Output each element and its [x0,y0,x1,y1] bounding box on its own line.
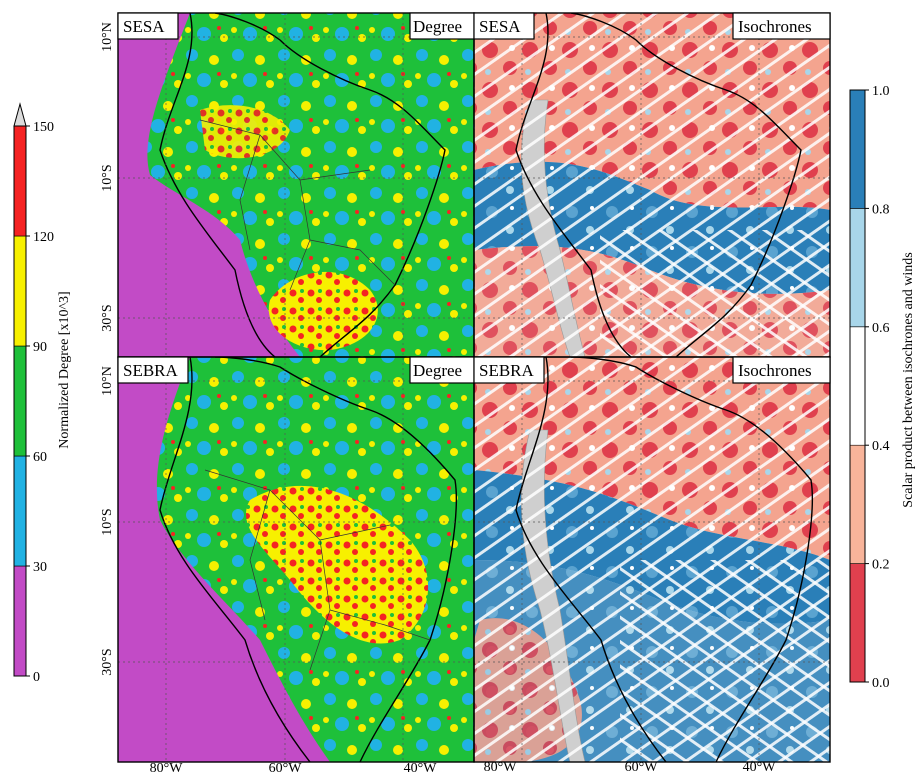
right-colorbar-swatch [849,326,866,446]
country-borders [199,119,396,291]
lon-label: 80°W [150,761,184,772]
degree-hotspot [245,485,429,644]
right-colorbar-tick-label: 1.0 [872,84,890,99]
lat-label: 10°S [100,508,115,535]
coastline [515,13,802,357]
panel-title-sesa-isochrones: SESA Isochrones [473,12,831,40]
country-borders [204,469,431,671]
panel-measure-label: Degree [413,17,462,36]
panel-region-label: SESA [123,17,165,36]
lon-label: 80°W [484,760,518,772]
left-colorbar-tick-label: 30 [33,560,47,575]
degree-field [147,13,474,357]
right-colorbar-tick-label: 0.2 [872,558,890,573]
coastline [159,13,446,357]
left-colorbar-label: Normalized Degree [x10^3] [57,291,72,448]
lat-label: 10°N [100,22,115,52]
panel-title-sesa-degree: SESA Degree [117,12,475,40]
left-colorbar-swatch [13,345,27,457]
lat-label: 30°S [100,648,115,675]
left-colorbar-tick-label: 60 [33,450,47,465]
lat-label: 10°S [100,164,115,191]
latitude-labels: 10°N 10°S 30°S 10°N 10°S 30°S [100,22,115,676]
panel-region-label: SESA [479,17,521,36]
right-colorbar-tick-label: 0.0 [872,676,890,691]
right-colorbar-swatch [849,563,866,683]
right-colorbar-swatch [849,444,866,564]
left-colorbar-swatch [13,235,27,347]
right-colorbar-label: Scalar product between isochrones and wi… [901,252,916,507]
right-colorbar-tick-label: 0.8 [872,202,890,217]
right-colorbar-frame [849,89,866,683]
right-colorbar-tick-label: 0.4 [872,439,890,454]
lon-label: 40°W [743,760,777,772]
coastline [515,357,813,762]
lat-label: 30°S [100,304,115,331]
lon-label: 60°W [625,760,659,772]
coastline [159,357,457,762]
panel-measure-label: Isochrones [738,17,812,36]
left-colorbar-extend-triangle [13,102,27,127]
panel-region-label: SEBRA [123,361,179,380]
left-colorbar-swatch [13,125,27,237]
map-panel-sebra-degree [118,357,474,762]
left-colorbar-swatch [13,455,27,567]
left-colorbar-tick-label: 150 [33,120,54,135]
map-panel-sesa-isochrones [474,13,830,357]
right-colorbar: 0.0 0.2 0.4 0.6 0.8 1.0 [849,84,890,691]
map-panel-sesa-degree [118,13,474,357]
left-colorbar-tick-label: 0 [33,670,40,685]
left-colorbar-tick-label: 120 [33,230,54,245]
panel-title-sebra-degree: SEBRA Degree [117,356,475,384]
map-panel-sebra-isochrones [474,357,830,762]
lon-label: 60°W [269,761,303,772]
lat-label: 10°N [100,366,115,396]
panel-title-sebra-isochrones: SEBRA Isochrones [473,356,831,384]
degree-hotspot [200,105,290,159]
panel-measure-label: Isochrones [738,361,812,380]
panel-region-label: SEBRA [479,361,535,380]
left-colorbar-swatch [13,565,27,677]
panel-measure-label: Degree [413,361,462,380]
right-colorbar-tick-label: 0.6 [872,321,890,336]
right-colorbar-swatch [849,208,866,328]
left-colorbar: 0 30 60 90 120 150 [13,102,54,685]
left-colorbar-tick-label: 90 [33,340,47,355]
panel-frames [117,12,831,763]
lon-label: 40°W [404,761,438,772]
left-colorbar-frame [13,125,27,677]
right-colorbar-swatch [849,89,866,209]
